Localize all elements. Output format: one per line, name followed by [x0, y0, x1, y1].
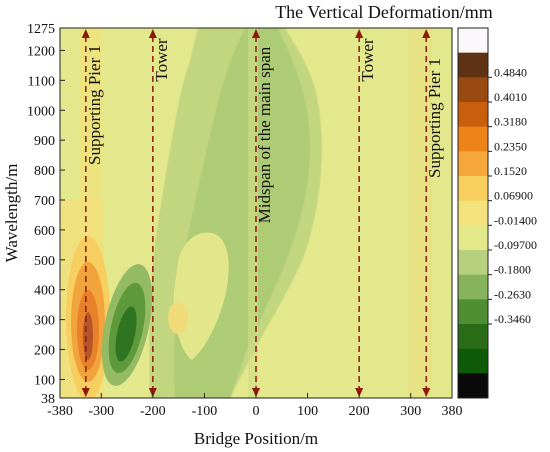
- colorbar-swatch: [458, 151, 488, 177]
- colorbar-label: -0.2630: [494, 287, 531, 301]
- colorbar-swatch: [458, 176, 488, 201]
- arrow-up-icon: [422, 29, 431, 38]
- colorbar-label: 0.3180: [494, 115, 527, 129]
- y-tick-label: 700: [34, 194, 55, 209]
- orange-lobe-4: [83, 312, 93, 360]
- colorbar-label: -0.01400: [494, 213, 537, 227]
- y-tick-label: 300: [34, 314, 55, 329]
- y-tick-label: 1200: [27, 44, 55, 59]
- colorbar-swatch: [458, 373, 488, 399]
- colorbar-frame: [457, 27, 489, 399]
- x-tick-label: -380: [47, 404, 73, 419]
- colorbar-swatch: [458, 52, 488, 78]
- colorbar-label: -0.3460: [494, 312, 531, 326]
- x-tick-label: -200: [140, 404, 166, 419]
- y-tick-label: 800: [34, 164, 55, 179]
- colorbar-swatch: [458, 250, 488, 275]
- arrow-down-icon: [148, 388, 157, 397]
- x-tick-label: 200: [349, 404, 370, 419]
- y-tick-label: 38: [41, 392, 55, 407]
- colorbar-label: 0.4840: [494, 65, 527, 79]
- y-tick-label: 100: [34, 373, 55, 388]
- x-tick-label: 100: [297, 404, 318, 419]
- x-tick-label: 300: [400, 404, 421, 419]
- pier-band-right: [408, 28, 432, 398]
- colorbar-swatch: [458, 348, 488, 374]
- colorbar-label: 0.2350: [494, 139, 527, 153]
- reference-line-label: Tower: [152, 38, 171, 82]
- colorbar-swatch: [458, 126, 488, 152]
- arrow-up-icon: [148, 29, 157, 38]
- colorbar-label: 0.06900: [494, 189, 533, 203]
- y-tick-label: 1100: [28, 74, 55, 89]
- colorbar-label: -0.1800: [494, 263, 531, 277]
- colorbar: 0.4840 0.4010 0.3180 0.2350 0.1520 0.06900 -0.…: [457, 27, 537, 399]
- y-tick-label: 1275: [27, 22, 55, 37]
- reference-line-label: Midspan of the main span: [255, 46, 274, 223]
- pale-notch: [173, 232, 229, 360]
- arrow-down-icon: [422, 388, 431, 397]
- x-tick-label: -100: [192, 404, 218, 419]
- arrow-down-icon: [81, 388, 90, 397]
- x-tick-label: 0: [253, 404, 260, 419]
- colorbar-swatch: [458, 102, 488, 127]
- yellow-blob: [168, 302, 188, 334]
- y-tick-label: 500: [34, 254, 55, 269]
- arrow-up-icon: [355, 29, 364, 38]
- y-axis-ticks: 38 100 200 300 400 500 600 700 800 900 1000 1100 120…: [27, 22, 65, 407]
- colorbar-label: 0.4010: [494, 90, 527, 104]
- reference-lines: [81, 29, 431, 397]
- arrow-down-icon: [252, 388, 260, 397]
- green-lobe-3: [115, 306, 137, 362]
- y-tick-label: 600: [34, 224, 55, 239]
- colorbar-swatch: [458, 200, 488, 226]
- x-axis-label: Bridge Position/m: [194, 429, 318, 448]
- reference-line-label: Supporting Pier 1: [85, 45, 104, 165]
- arrow-up-icon: [252, 29, 260, 38]
- y-axis-label: Wavelength/m: [2, 164, 21, 263]
- colorbar-swatch: [458, 28, 488, 53]
- colorbar-swatch: [458, 299, 488, 325]
- reference-line-label: Tower: [358, 38, 377, 82]
- midspan-strip: [248, 28, 258, 398]
- y-tick-label: 900: [34, 134, 55, 149]
- colorbar-label: 0.1520: [494, 164, 527, 178]
- y-tick-label: 200: [34, 344, 55, 359]
- reference-line-label: Supporting Pier 1: [425, 58, 444, 178]
- x-axis-ticks: -380 -300 -200 -100 0 100 200 300 380: [47, 393, 463, 419]
- y-tick-label: 400: [34, 284, 55, 299]
- arrow-up-icon: [81, 29, 90, 38]
- colorbar-swatch: [458, 77, 488, 103]
- y-tick-label: 1000: [27, 104, 55, 119]
- colorbar-swatch: [458, 274, 488, 300]
- reference-labels: Supporting Pier 1 Tower Midspan of the mai…: [85, 38, 444, 223]
- colorbar-label: -0.09700: [494, 238, 537, 252]
- chart-title: The Vertical Deformation/mm: [275, 2, 493, 22]
- x-tick-label: -300: [88, 404, 114, 419]
- colorbar-swatch: [458, 225, 488, 251]
- x-tick-label: 380: [442, 404, 463, 419]
- colorbar-swatch: [458, 324, 488, 349]
- arrow-down-icon: [355, 388, 364, 397]
